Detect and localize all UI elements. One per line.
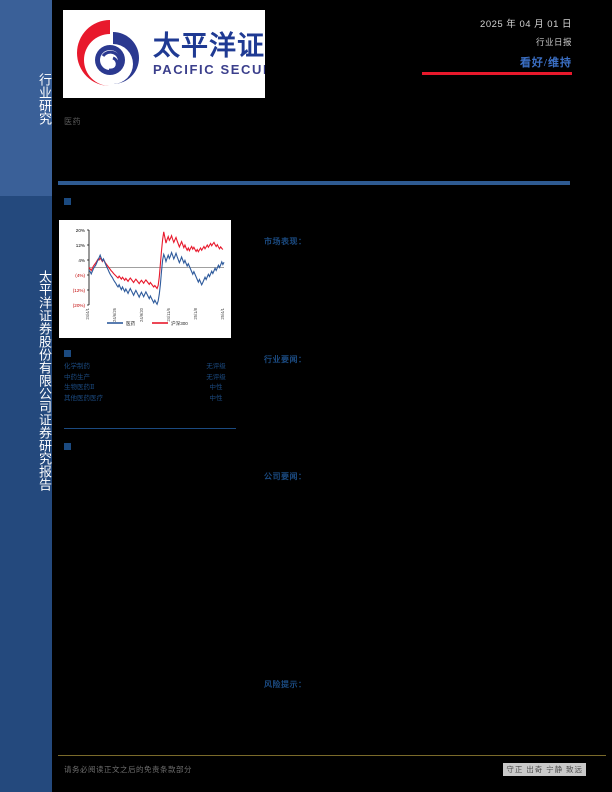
- chart-line-series-1: [88, 250, 225, 306]
- logo-text-chinese: 太平洋证券: [153, 31, 265, 61]
- chart-y-tick-label: 4%: [78, 258, 85, 263]
- chart-canvas: 20% 12% 4% (4%) (12%) (20%) 24/4/1 24/6/26 24/9…: [73, 228, 225, 327]
- footer-divider: [58, 755, 606, 756]
- sidebar-research-label: 行业研究: [37, 73, 52, 125]
- logo-text-english: PACIFIC SECURITIES: [153, 62, 265, 77]
- rating-row: 其他医药医疗 中性: [64, 394, 236, 405]
- sidebar-bottom-panel: [0, 196, 52, 792]
- chart-line-series-0: [88, 231, 224, 290]
- rating-row: 中药生产 无评级: [64, 373, 236, 384]
- chart-x-axis-labels: 24/4/1 24/6/26 24/9/20 24/11/6 25/1/8 25/4/1: [85, 307, 225, 322]
- rating-row: 化学制药 无评级: [64, 362, 236, 373]
- chart-x-tick-label: 25/1/8: [193, 307, 198, 319]
- chart-y-tick-label: 12%: [76, 243, 85, 248]
- market-performance-chart: 20% 12% 4% (4%) (12%) (20%) 24/4/1 24/6/26 24/9…: [59, 220, 231, 338]
- chart-y-axis-labels: 20% 12% 4% (4%) (12%) (20%): [73, 228, 89, 308]
- rating-table-underline: [64, 428, 236, 429]
- sidebar-company-label: 太平洋证券股份有限公司证券研究报告: [37, 269, 52, 491]
- rating-sub-industry: 其他医药医疗: [64, 394, 103, 402]
- chart-legend-label: 沪深300: [171, 320, 188, 327]
- rating-value: 中性: [209, 384, 223, 391]
- chart-x-tick-label: 24/6/26: [112, 307, 117, 322]
- chart-x-tick-label: 24/9/20: [139, 307, 144, 322]
- chart-x-tick-label: 25/4/1: [220, 307, 225, 319]
- pacific-securities-logo-icon: [77, 20, 139, 86]
- heading-market-performance: 市场表现：: [264, 237, 307, 246]
- chart-legend: 医药 沪深300: [107, 320, 188, 327]
- rating-row: 生物医药Ⅱ 中性: [64, 383, 236, 394]
- chart-x-tick-label: 24/11/6: [166, 307, 171, 321]
- sub-industry-rating-table: 化学制药 无评级 中药生产 无评级 生物医药Ⅱ 中性 其他医药医疗 中性: [64, 362, 236, 404]
- chart-legend-label: 医药: [126, 320, 136, 327]
- bullet-marker-market: [64, 198, 71, 205]
- report-type: 行业日报: [535, 37, 572, 47]
- bullet-marker-related: [64, 443, 71, 450]
- company-logo: 太平洋证券 PACIFIC SECURITIES: [63, 10, 265, 98]
- chart-x-tick-label: 24/4/1: [85, 307, 90, 319]
- rating-value: 无评级: [206, 363, 226, 370]
- bullet-marker-ratings: [64, 350, 71, 357]
- rating-sub-industry: 生物医药Ⅱ: [64, 384, 95, 391]
- report-page: 太平洋证券 PACIFIC SECURITIES 2025 年 04 月 01 …: [52, 0, 612, 792]
- section-divider: [58, 181, 570, 185]
- heading-risk-warning: 风险提示：: [264, 680, 307, 689]
- rating-sub-industry: 中药生产: [64, 373, 90, 381]
- heading-company-news: 公司要闻：: [264, 472, 307, 481]
- chart-y-tick-label: (4%): [75, 273, 85, 278]
- footer-slogan: 守正 出奇 宁静 致远: [503, 763, 586, 776]
- heading-industry-news: 行业要闻：: [264, 355, 307, 364]
- rating-badge: 看好/维持: [519, 57, 572, 69]
- chart-y-tick-label: 20%: [76, 228, 85, 233]
- rating-value: 中性: [209, 394, 223, 402]
- report-date: 2025 年 04 月 01 日: [480, 19, 572, 30]
- chart-y-tick-label: (20%): [73, 303, 86, 308]
- industry-name: 医药: [64, 117, 81, 126]
- header-meta: 2025 年 04 月 01 日 行业日报 看好/维持: [312, 16, 572, 70]
- sidebar-top-panel: [0, 0, 52, 196]
- footer-disclaimer: 请务必阅读正文之后的免责条款部分: [64, 765, 192, 774]
- rating-value: 无评级: [206, 373, 226, 381]
- chart-y-tick-label: (12%): [73, 288, 86, 293]
- rating-sub-industry: 化学制药: [64, 363, 90, 370]
- header-red-rule: [422, 72, 572, 75]
